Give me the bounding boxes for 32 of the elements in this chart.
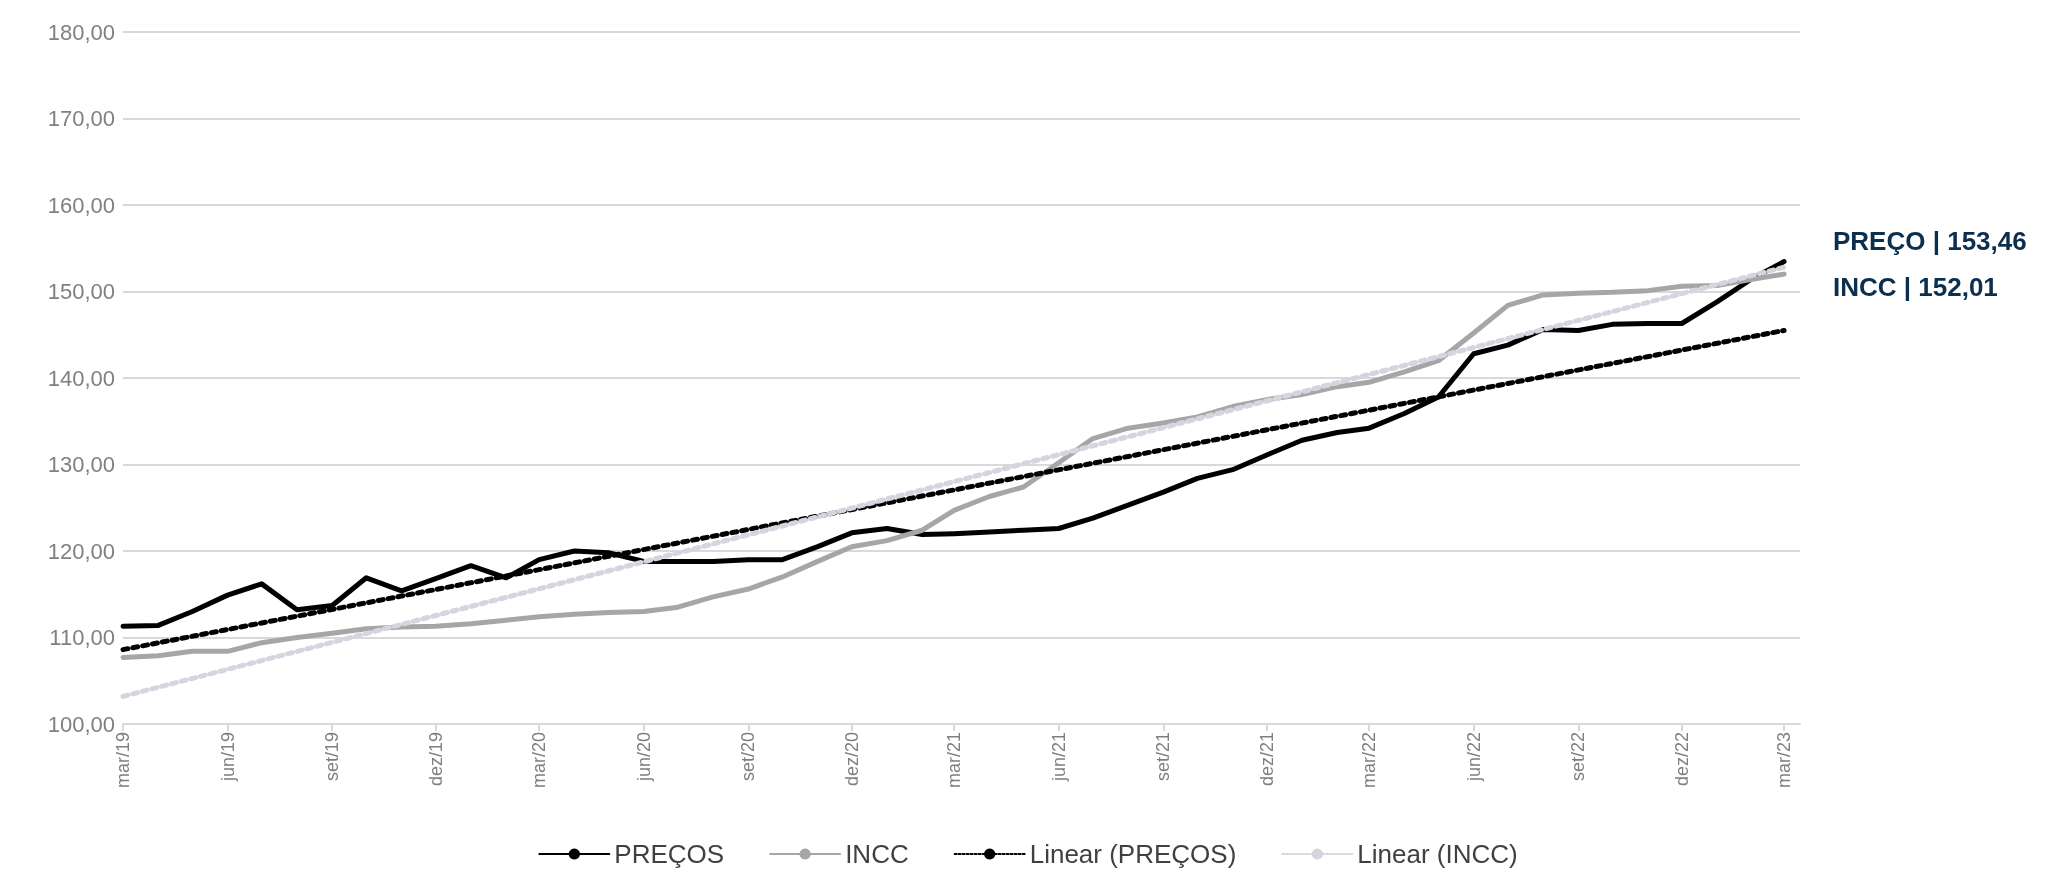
legend-label: Linear (PREÇOS) <box>1029 839 1237 869</box>
legend-label: PREÇOS <box>614 839 725 869</box>
legend-label: INCC <box>845 839 909 869</box>
y-tick-label: 110,00 <box>49 625 115 650</box>
x-tick-label: set/19 <box>322 732 343 782</box>
x-tick-label: set/21 <box>1153 732 1174 782</box>
x-tick-label: dez/21 <box>1256 732 1277 787</box>
x-tick-label: jun/20 <box>633 732 654 783</box>
x-tick-label: mar/21 <box>944 732 965 789</box>
x-tick-label: dez/19 <box>425 732 446 787</box>
x-tick-label: set/22 <box>1568 732 1589 782</box>
y-tick-label: 130,00 <box>47 452 115 477</box>
x-tick-label: jun/19 <box>217 732 238 783</box>
x-tick-label: jun/22 <box>1463 732 1484 783</box>
x-tick-label: jun/21 <box>1048 732 1069 783</box>
y-tick-label: 120,00 <box>47 538 115 564</box>
x-tick-label: set/20 <box>738 732 759 782</box>
x-tick-label: mar/19 <box>113 732 133 789</box>
y-tick-label: 140,00 <box>47 365 115 391</box>
y-tick-label: 160,00 <box>47 192 115 218</box>
y-tick-label: 150,00 <box>47 279 115 304</box>
y-tick-label: 180,00 <box>47 19 115 45</box>
y-tick-label: 170,00 <box>47 106 115 131</box>
annotation: PREÇO | 153,46 <box>1833 225 2027 256</box>
x-tick-label: dez/22 <box>1671 732 1692 787</box>
x-tick-label: dez/20 <box>841 732 862 787</box>
x-tick-label: mar/23 <box>1774 732 1795 789</box>
annotation: INCC | 152,01 <box>1833 272 1998 303</box>
legend-label: Linear (INCC) <box>1357 839 1518 869</box>
y-tick-label: 100,00 <box>47 711 115 737</box>
x-tick-label: mar/20 <box>529 732 550 789</box>
x-tick-label: mar/22 <box>1359 732 1380 789</box>
